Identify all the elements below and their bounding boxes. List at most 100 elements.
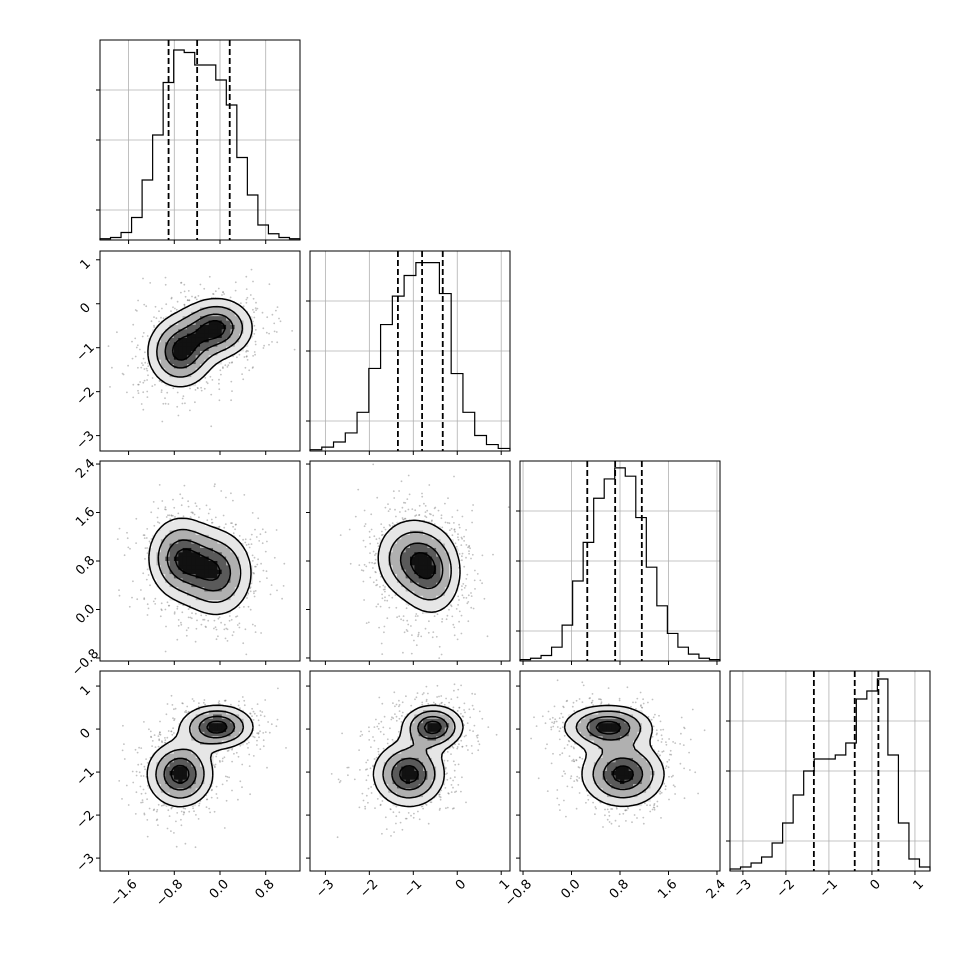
scatter-point xyxy=(174,707,177,710)
scatter-point xyxy=(253,590,255,593)
scatter-point xyxy=(202,618,205,621)
density-cell xyxy=(165,372,170,378)
scatter-point xyxy=(234,281,237,284)
density-cell xyxy=(243,736,249,741)
scatter-point xyxy=(142,357,145,360)
density-cell xyxy=(204,526,210,531)
scatter-point xyxy=(143,765,146,768)
density-cell xyxy=(182,521,188,527)
histogram-panel-4 xyxy=(726,670,931,872)
density-cell xyxy=(178,762,184,768)
density-cell xyxy=(217,351,223,356)
density-cell xyxy=(431,526,437,531)
scatter-point xyxy=(249,586,252,588)
scatter-point xyxy=(268,332,270,335)
density-cell xyxy=(410,552,415,558)
density-cell xyxy=(221,565,227,571)
scatter-point xyxy=(186,705,189,708)
density-cell xyxy=(169,552,175,558)
density-cell xyxy=(178,569,184,575)
density-cell xyxy=(182,526,188,531)
scatter-point xyxy=(261,542,264,545)
scatter-point xyxy=(425,516,428,519)
scatter-point xyxy=(372,581,375,584)
density-cell xyxy=(208,355,214,361)
scatter-point xyxy=(222,367,224,369)
density-cell xyxy=(379,565,385,571)
density-cell xyxy=(178,539,184,545)
density-cell xyxy=(436,569,441,575)
scatter-point xyxy=(160,316,162,319)
scatter-point xyxy=(413,639,415,642)
density-cell xyxy=(208,574,214,579)
density-cell xyxy=(208,731,214,737)
panel-frame xyxy=(99,39,301,241)
density-cell xyxy=(436,565,441,571)
scatter-point xyxy=(228,776,231,779)
scatter-point xyxy=(251,560,254,562)
density-cell xyxy=(173,749,179,755)
density-cell xyxy=(208,587,214,592)
density-cell xyxy=(217,342,223,348)
density-cell xyxy=(191,714,197,720)
density-cell xyxy=(195,710,201,715)
density-cell xyxy=(410,595,415,601)
density-cell xyxy=(405,539,411,545)
density-cell xyxy=(169,587,175,592)
scatter-point xyxy=(231,361,234,363)
density-cell xyxy=(160,582,166,588)
scatter-point xyxy=(225,627,228,630)
density-cell xyxy=(191,587,197,592)
scatter-point xyxy=(384,590,386,593)
scatter-point xyxy=(205,381,208,383)
density-cell xyxy=(213,595,218,601)
scatter-point xyxy=(460,544,463,546)
scatter-point xyxy=(187,608,190,610)
scatter-point xyxy=(247,605,250,608)
density-cell xyxy=(410,521,415,527)
density-cell xyxy=(414,569,420,575)
density-cell xyxy=(182,547,188,553)
scatter-point xyxy=(226,366,229,368)
scatter-point xyxy=(243,699,246,702)
scatter-point xyxy=(132,323,135,326)
scatter-point xyxy=(245,544,248,546)
density-cell xyxy=(388,530,394,536)
density-cell xyxy=(191,547,197,553)
density-cell xyxy=(195,329,201,335)
density-cell xyxy=(200,320,205,326)
scatter-point xyxy=(163,741,166,744)
density-cell xyxy=(186,346,192,352)
density-cell xyxy=(160,587,166,592)
density-cell xyxy=(379,556,385,562)
density-cell xyxy=(436,561,441,566)
density-cell xyxy=(230,595,236,601)
density-cell xyxy=(440,534,446,540)
density-cell xyxy=(195,569,201,575)
scatter-point xyxy=(254,565,256,568)
density-cell xyxy=(243,587,249,592)
density-cell xyxy=(217,355,223,361)
scatter-point xyxy=(127,804,130,806)
density-cell xyxy=(186,749,192,755)
scatter-point xyxy=(161,500,164,502)
scatter-point xyxy=(424,511,427,513)
density-cell xyxy=(191,753,197,759)
density-cell xyxy=(234,303,240,308)
density-cell xyxy=(392,526,398,531)
scatter-point xyxy=(209,508,211,511)
density-cell xyxy=(147,346,153,352)
density-cell xyxy=(186,753,192,759)
density-cell xyxy=(182,530,188,536)
density-cell xyxy=(160,333,166,339)
density-cell xyxy=(444,600,450,605)
scatter-point xyxy=(231,361,233,364)
scatter-point xyxy=(276,306,279,308)
scatter-point xyxy=(238,535,241,537)
scatter-point xyxy=(465,556,467,559)
density-cell xyxy=(208,359,214,365)
density-cell xyxy=(204,307,210,313)
density-cell xyxy=(200,608,205,614)
density-cell xyxy=(173,364,179,369)
density-cell xyxy=(239,736,244,741)
